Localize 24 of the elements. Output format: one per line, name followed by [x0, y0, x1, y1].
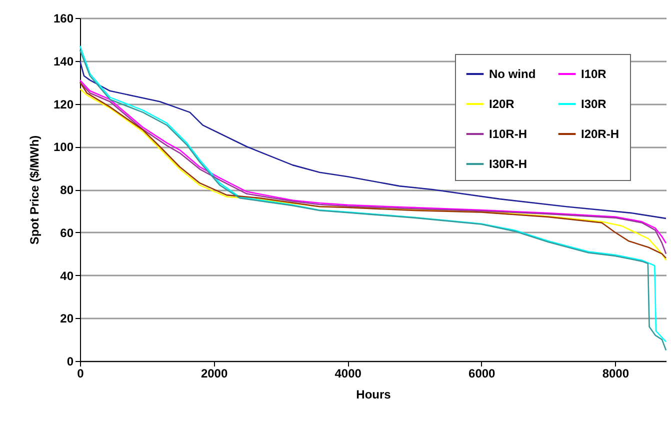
y-tick-label: 160: [53, 12, 74, 26]
legend-label: I30R: [581, 97, 607, 111]
y-tick-label: 80: [60, 183, 74, 197]
legend-label: I20R: [489, 97, 515, 111]
y-tick-label: 120: [53, 97, 74, 112]
y-tick-label: 40: [60, 268, 74, 283]
x-tick-label: 8000: [602, 366, 630, 380]
line-series: [79, 60, 667, 220]
legend-label: I30R-H: [489, 157, 528, 171]
x-tick-label: 6000: [468, 366, 496, 380]
y-tick-label: 60: [60, 226, 74, 240]
y-tick-label: 140: [53, 54, 74, 68]
legend-label: No wind: [489, 67, 536, 81]
y-tick-label: 0: [66, 354, 74, 368]
legend-label: I10R: [581, 67, 607, 81]
y-tick-label: 100: [53, 140, 74, 154]
x-tick-label: 4000: [334, 366, 362, 380]
legend-label: I20R-H: [581, 127, 620, 141]
y-tick-label: 20: [60, 312, 74, 326]
legend-label: I10R-H: [489, 127, 528, 141]
x-tick-label: 2000: [200, 366, 228, 380]
x-tick-label: 0: [77, 366, 84, 380]
x-axis-title: Hours: [356, 388, 392, 402]
y-axis-title: Spot Price ($/MWh): [27, 135, 42, 245]
